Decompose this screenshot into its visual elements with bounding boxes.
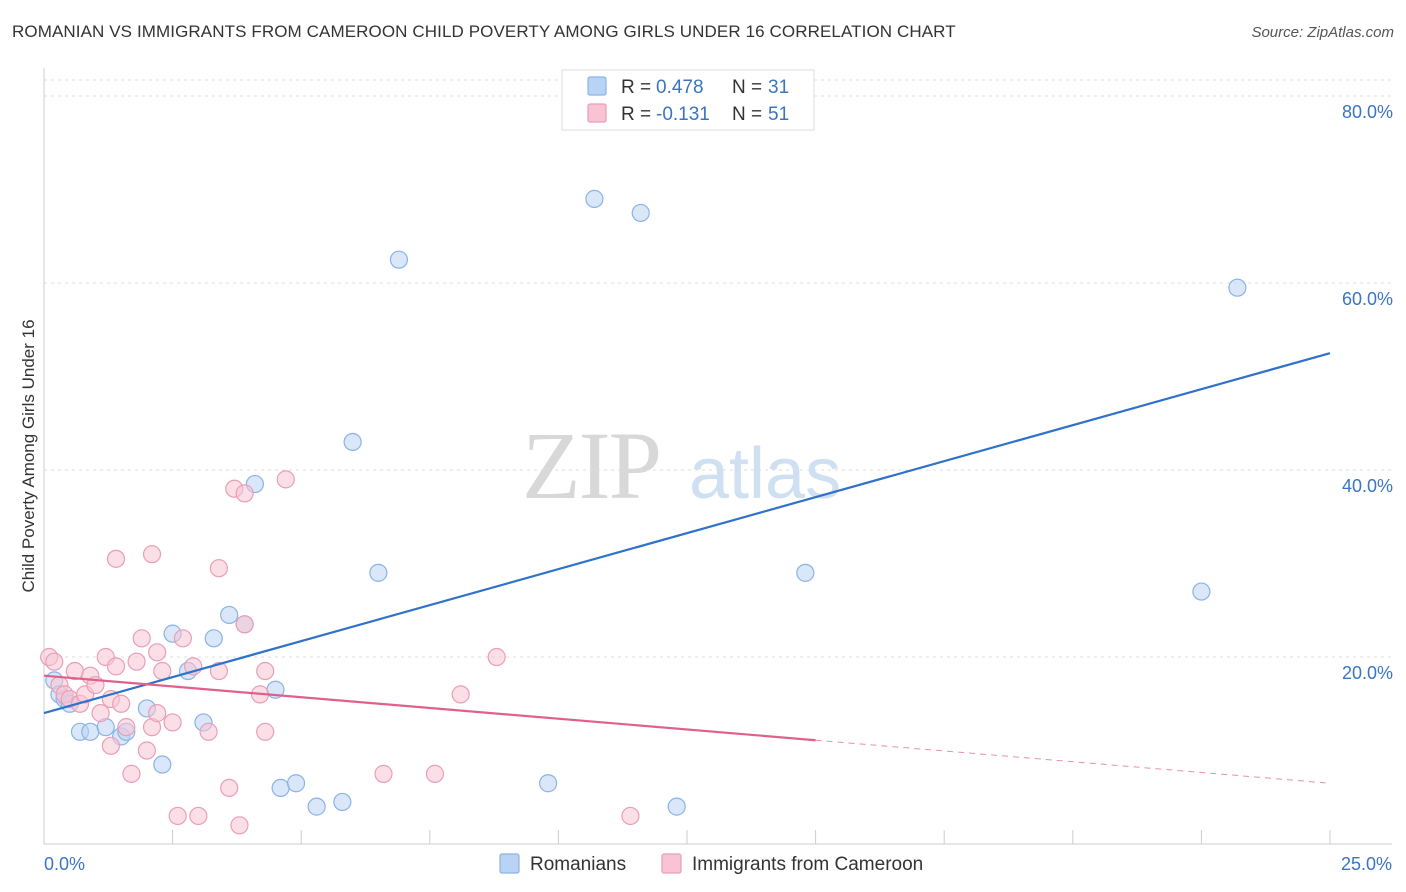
data-point [209, 661, 228, 681]
trend-line-pink [43, 674, 816, 742]
data-point [112, 694, 131, 713]
data-point [631, 203, 650, 223]
data-point [220, 605, 239, 625]
data-point [1192, 582, 1211, 601]
data-point [148, 704, 167, 723]
series-pink [40, 470, 640, 835]
source-label: Source: ZipAtlas.com [1251, 24, 1394, 41]
data-point [230, 816, 249, 835]
data-point [389, 250, 409, 269]
legend-swatch [587, 103, 607, 123]
y-tick-label: 60.0% [1342, 289, 1393, 309]
data-point [235, 615, 254, 634]
data-point [91, 704, 110, 723]
data-point [256, 722, 275, 741]
x-tick-label: 0.0% [44, 854, 85, 874]
data-point [189, 806, 208, 826]
data-point [796, 563, 815, 582]
data-point [199, 722, 218, 741]
legend-r-value: 0.478 [656, 77, 704, 98]
data-point [621, 806, 640, 826]
y-tick-label: 40.0% [1342, 476, 1393, 496]
legend-n-value: 51 [768, 104, 789, 125]
data-point [425, 764, 445, 783]
data-point [148, 643, 167, 662]
y-axis-label: Child Poverty Among Girls Under 16 [19, 319, 38, 592]
data-point [153, 661, 172, 681]
trend-line-dashed-pink [815, 739, 1331, 784]
series-legend-swatch [661, 853, 682, 874]
series-legend-label: Romanians [530, 854, 626, 875]
trend-line-blue [43, 352, 1331, 715]
legend-n-label: N = [732, 77, 762, 98]
legend-n-value: 31 [768, 77, 789, 98]
data-point [220, 778, 239, 798]
data-point [81, 722, 100, 741]
data-point [101, 736, 120, 755]
data-point [451, 685, 470, 704]
data-point [168, 806, 187, 826]
data-point [106, 657, 126, 676]
data-point [333, 792, 352, 812]
data-point [585, 189, 604, 208]
legend-n-label: N = [732, 104, 762, 125]
data-point [132, 629, 151, 648]
data-point [204, 629, 223, 648]
series-legend: Romanians Immigrants from Cameroon [499, 853, 923, 875]
correlation-legend: R = 0.478 N = 31 R = -0.131 N = 51 [561, 69, 815, 131]
data-point [142, 545, 162, 564]
data-point [1228, 278, 1247, 297]
watermark-zip: ZIP [522, 412, 660, 519]
data-point [539, 774, 558, 793]
data-point [209, 559, 228, 578]
legend-r-value: -0.131 [656, 104, 710, 125]
data-point [271, 778, 290, 798]
data-point [235, 484, 254, 503]
data-point [374, 764, 393, 783]
data-point [256, 661, 275, 681]
data-point [487, 647, 506, 667]
data-point [106, 549, 126, 568]
data-point [369, 563, 388, 582]
data-point [307, 797, 326, 816]
data-point [667, 797, 686, 816]
y-tick-label: 20.0% [1342, 663, 1393, 683]
y-tick-label: 80.0% [1342, 102, 1393, 122]
data-point [117, 718, 136, 737]
legend-r-label: R = [621, 77, 651, 98]
data-point [137, 741, 156, 760]
data-point [127, 652, 146, 671]
x-tick-label: 25.0% [1341, 854, 1392, 874]
data-point [276, 470, 295, 489]
legend-swatch [587, 76, 607, 96]
data-point [153, 755, 172, 774]
chart-title: ROMANIAN VS IMMIGRANTS FROM CAMEROON CHI… [12, 22, 956, 41]
data-point [45, 652, 64, 671]
data-point [173, 629, 192, 648]
watermark-atlas: atlas [689, 434, 841, 514]
series-legend-swatch [499, 853, 520, 874]
data-point [343, 432, 362, 452]
data-point [163, 713, 182, 732]
legend-r-label: R = [621, 104, 651, 125]
data-point [122, 764, 141, 783]
series-legend-label: Immigrants from Cameroon [692, 854, 923, 875]
data-point [286, 774, 306, 793]
